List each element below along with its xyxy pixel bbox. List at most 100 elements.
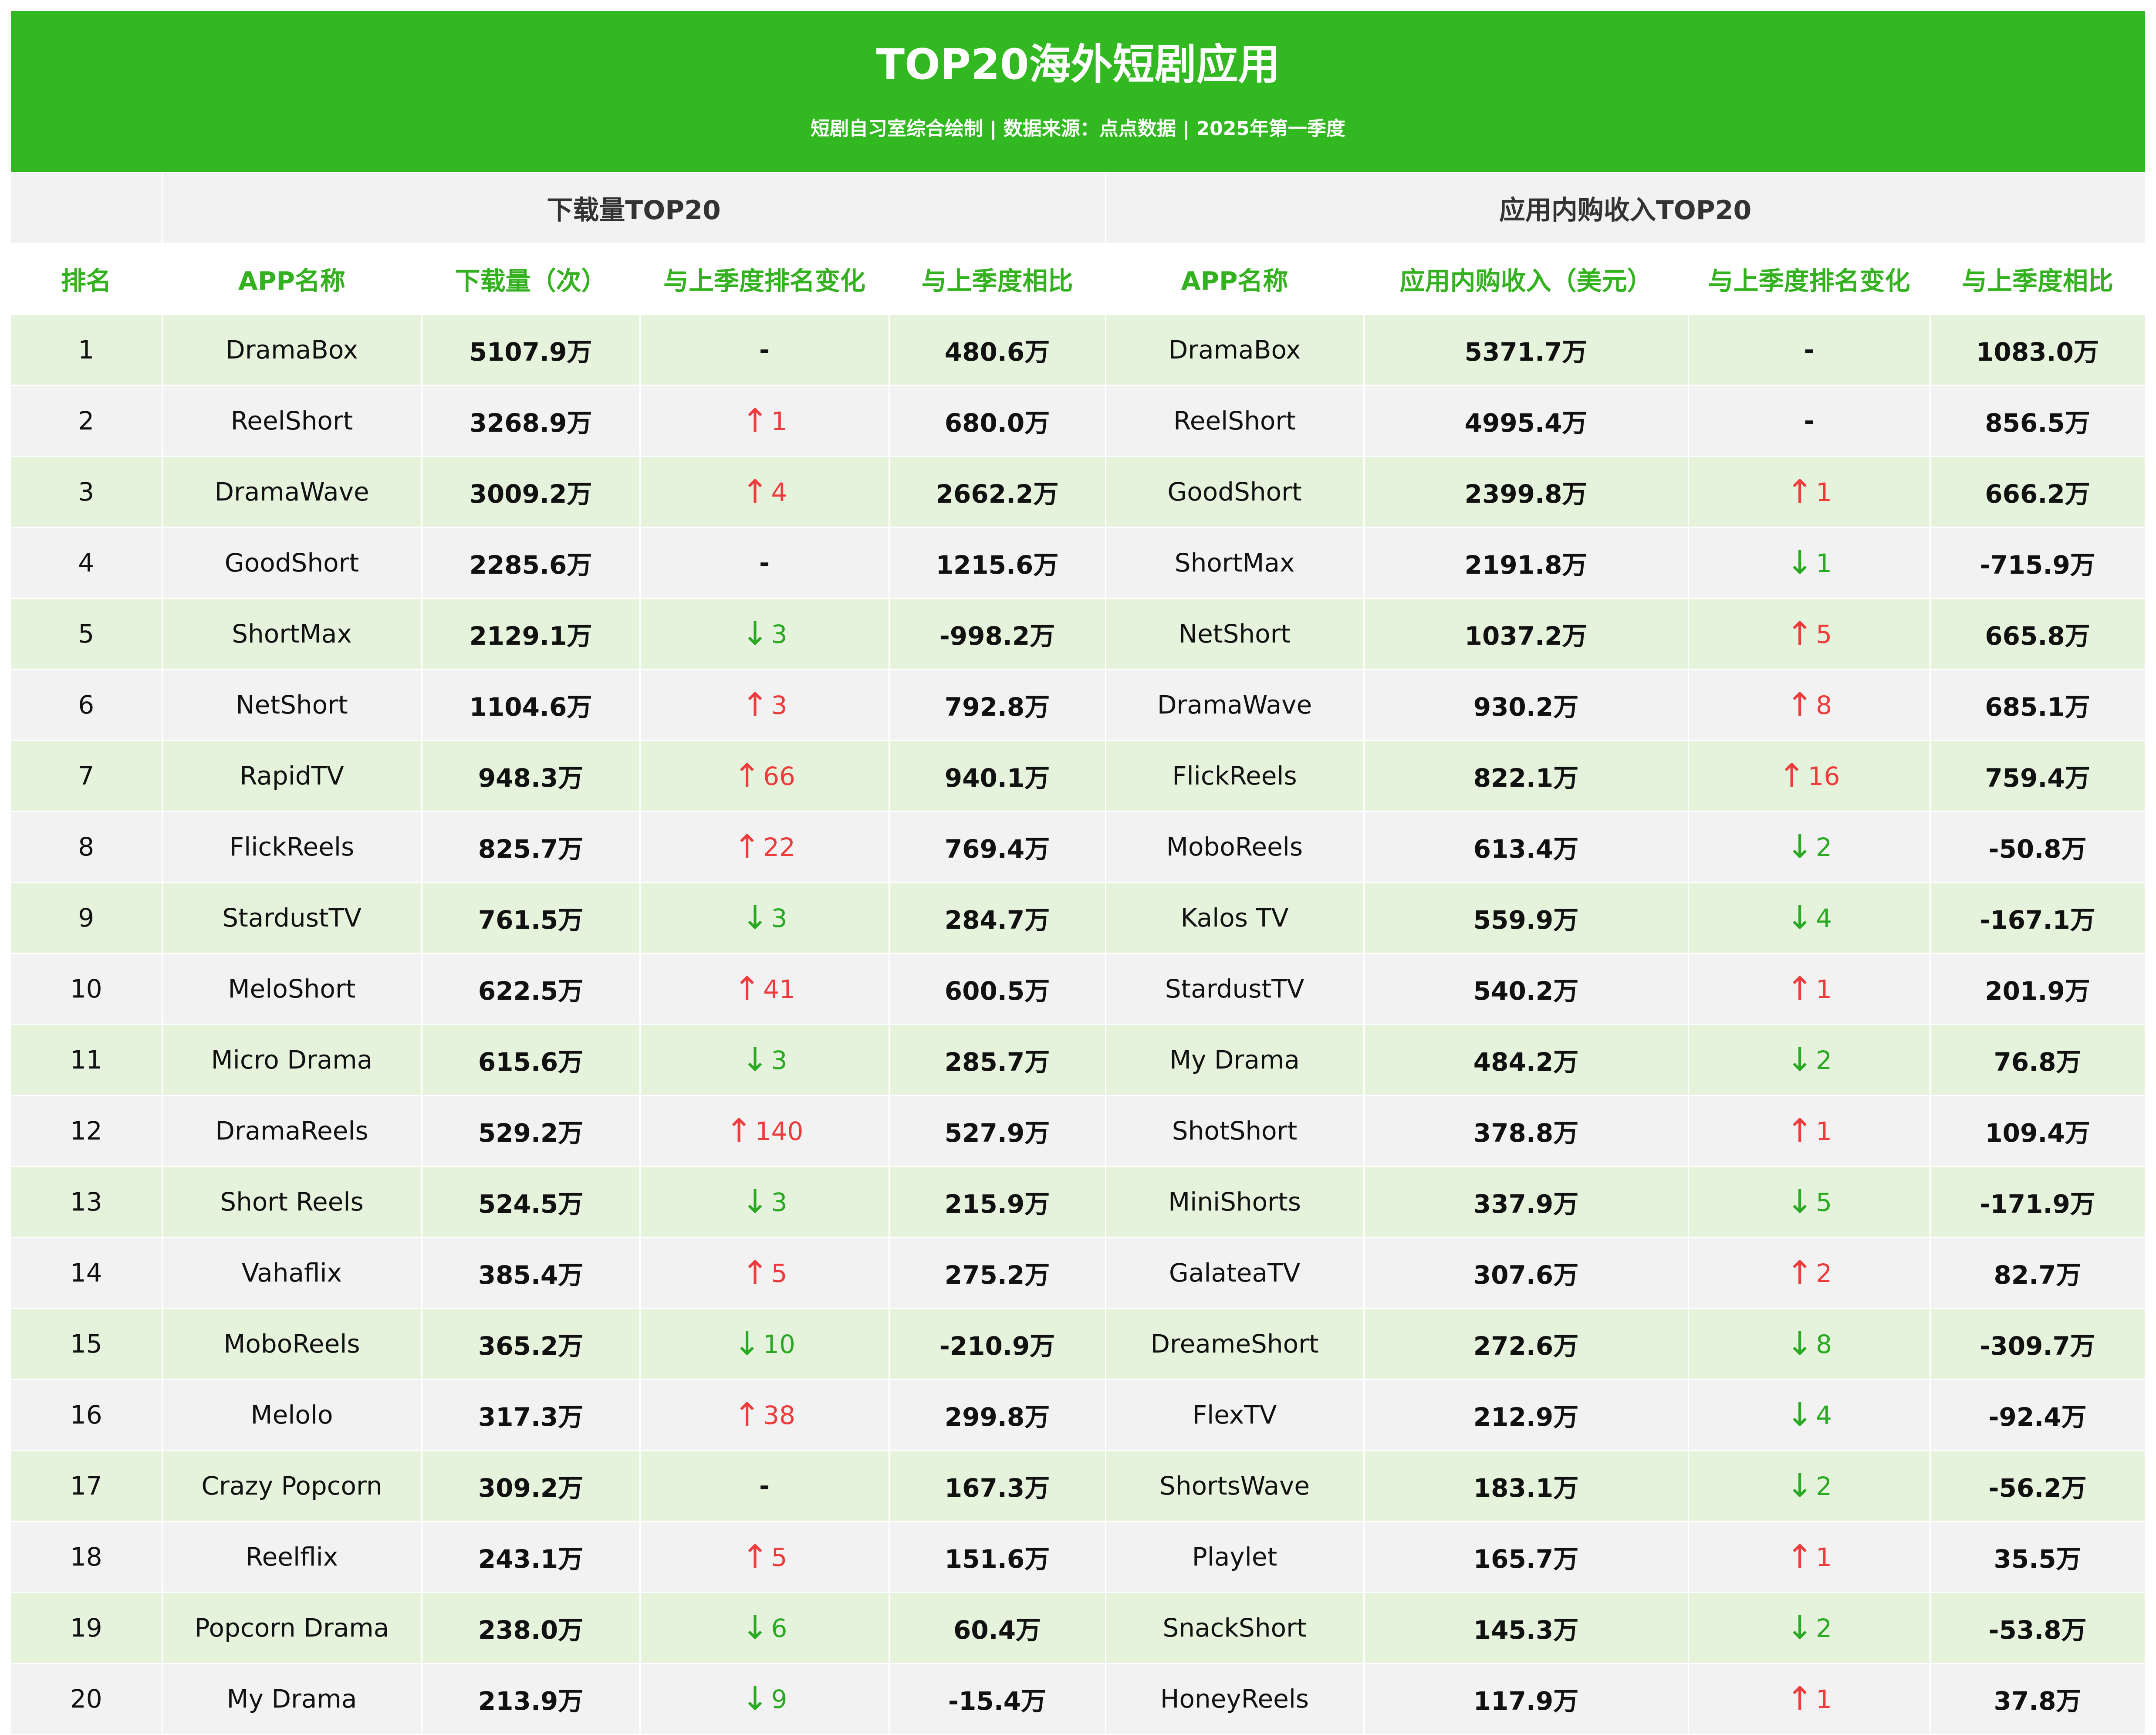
- rank-change-value: 6: [771, 1613, 787, 1643]
- rank-cell: 20: [11, 1663, 163, 1735]
- download-rank-change: ↓ 3: [640, 1024, 890, 1096]
- download-diff: -998.2万: [889, 598, 1106, 670]
- download-value: 761.5万: [422, 882, 641, 954]
- revenue-diff: 665.8万: [1930, 598, 2146, 670]
- rank-cell: 12: [11, 1095, 163, 1167]
- revenue-diff: 201.9万: [1930, 953, 2146, 1025]
- revenue-rank-change: ↑ 8: [1688, 669, 1931, 741]
- download-diff: 1215.6万: [889, 527, 1106, 599]
- table-row: 4 GoodShort 2285.6万 - 1215.6万 ShortMax 2191.8万…: [11, 527, 2146, 599]
- rank-change-value: 10: [763, 1329, 795, 1359]
- download-app-name: Melolo: [162, 1379, 422, 1451]
- revenue-value: 337.9万: [1364, 1166, 1689, 1238]
- arrow-up-icon: ↑: [1786, 1112, 1814, 1150]
- arrow-up-icon: ↑: [1786, 1680, 1814, 1718]
- revenue-value: 378.8万: [1364, 1095, 1689, 1167]
- arrow-down-icon: ↓: [1786, 828, 1814, 866]
- arrow-down-icon: ↓: [741, 1183, 769, 1221]
- revenue-app-name: GalateaTV: [1105, 1237, 1365, 1309]
- rank-cell: 2: [11, 385, 163, 457]
- section-header-row: 下载量TOP20 应用内购收入TOP20: [11, 173, 2146, 244]
- arrow-down-icon: ↓: [1786, 1325, 1814, 1363]
- download-diff: 480.6万: [889, 314, 1106, 386]
- arrow-up-icon: ↑: [725, 1112, 753, 1150]
- revenue-app-name: FlexTV: [1105, 1379, 1365, 1451]
- revenue-value: 307.6万: [1364, 1237, 1689, 1309]
- revenue-app-name: DreameShort: [1105, 1308, 1365, 1380]
- table-row: 18 Reelflix 243.1万 ↑ 5 151.6万 Playlet 165.7万 ↑ 1 3…: [11, 1521, 2146, 1593]
- download-rank-change: ↑ 4: [640, 456, 890, 528]
- download-app-name: FlickReels: [162, 811, 422, 883]
- download-app-name: DramaWave: [162, 456, 422, 528]
- revenue-value: 145.3万: [1364, 1592, 1689, 1664]
- download-value: 2285.6万: [422, 527, 641, 599]
- revenue-app-name: ReelShort: [1105, 385, 1365, 457]
- download-app-name: Micro Drama: [162, 1024, 422, 1096]
- arrow-up-icon: ↑: [733, 828, 761, 866]
- table-row: 12 DramaReels 529.2万 ↑ 140 527.9万 ShotShort 378…: [11, 1095, 2146, 1167]
- revenue-app-name: ShortMax: [1105, 527, 1365, 599]
- arrow-down-icon: ↓: [1786, 1041, 1814, 1079]
- revenue-rank-change: ↓ 4: [1688, 1379, 1931, 1451]
- arrow-up-icon: ↑: [741, 402, 769, 440]
- download-value: 524.5万: [422, 1166, 641, 1238]
- rank-cell: 6: [11, 669, 163, 741]
- rank-change-value: 4: [1816, 1400, 1832, 1430]
- arrow-down-icon: ↓: [741, 899, 769, 937]
- rank-cell: 11: [11, 1024, 163, 1096]
- rank-change-value: 2: [1816, 1045, 1832, 1075]
- download-app-name: ShortMax: [162, 598, 422, 670]
- table-row: 1 DramaBox 5107.9万 -480.6万 DramaBox 5371.7万 -1…: [11, 314, 2146, 386]
- download-rank-change: ↑ 5: [640, 1521, 890, 1593]
- rank-cell: 3: [11, 456, 163, 528]
- table-row: 20 My Drama 213.9万 ↓ 9 -15.4万 HoneyReels 117.9万…: [11, 1663, 2146, 1735]
- revenue-app-name: MiniShorts: [1105, 1166, 1365, 1238]
- download-value: 3009.2万: [422, 456, 641, 528]
- revenue-rank-change: ↑ 1: [1688, 1663, 1931, 1735]
- revenue-diff: -167.1万: [1930, 882, 2146, 954]
- arrow-down-icon: ↓: [1786, 1467, 1814, 1505]
- arrow-up-icon: ↑: [1786, 970, 1814, 1008]
- revenue-diff: -171.9万: [1930, 1166, 2146, 1238]
- rank-cell: 13: [11, 1166, 163, 1238]
- dash-icon: -: [759, 548, 770, 578]
- revenue-value: 5371.7万: [1364, 314, 1689, 386]
- revenue-rank-change: -: [1688, 385, 1931, 457]
- col-dl-value: 下载量（次）: [422, 243, 641, 315]
- col-rv-value: 应用内购收入（美元）: [1364, 243, 1689, 315]
- rank-change-value: 66: [763, 761, 795, 791]
- revenue-diff: 76.8万: [1930, 1024, 2146, 1096]
- download-value: 243.1万: [422, 1521, 641, 1593]
- rank-change-value: 4: [1816, 903, 1832, 933]
- download-diff: 215.9万: [889, 1166, 1106, 1238]
- revenue-value: 117.9万: [1364, 1663, 1689, 1735]
- col-rank: 排名: [11, 243, 163, 315]
- download-rank-change: ↑ 3: [640, 669, 890, 741]
- revenue-app-name: Playlet: [1105, 1521, 1365, 1593]
- download-value: 385.4万: [422, 1237, 641, 1309]
- revenue-rank-change: ↓ 5: [1688, 1166, 1931, 1238]
- table-row: 11 Micro Drama 615.6万 ↓ 3 285.7万 My Drama 484.2…: [11, 1024, 2146, 1096]
- rank-change-value: 1: [1816, 477, 1832, 507]
- arrow-down-icon: ↓: [1786, 899, 1814, 937]
- arrow-down-icon: ↓: [1786, 1183, 1814, 1221]
- download-app-name: Vahaflix: [162, 1237, 422, 1309]
- revenue-value: 559.9万: [1364, 882, 1689, 954]
- download-rank-change: ↑ 1: [640, 385, 890, 457]
- rank-change-value: 3: [771, 690, 787, 720]
- download-value: 948.3万: [422, 740, 641, 812]
- col-dl-diff: 与上季度相比: [889, 243, 1106, 315]
- revenue-app-name: MoboReels: [1105, 811, 1365, 883]
- table-row: 5 ShortMax 2129.1万 ↓ 3 -998.2万 NetShort 1037.2万…: [11, 598, 2146, 670]
- download-rank-change: ↑ 66: [640, 740, 890, 812]
- download-value: 1104.6万: [422, 669, 641, 741]
- download-rank-change: ↓ 9: [640, 1663, 890, 1735]
- revenue-value: 540.2万: [1364, 953, 1689, 1025]
- revenue-app-name: StardustTV: [1105, 953, 1365, 1025]
- download-diff: 680.0万: [889, 385, 1106, 457]
- revenue-value: 212.9万: [1364, 1379, 1689, 1451]
- revenue-diff: 109.4万: [1930, 1095, 2146, 1167]
- arrow-up-icon: ↑: [733, 757, 761, 795]
- revenue-value: 484.2万: [1364, 1024, 1689, 1096]
- download-value: 825.7万: [422, 811, 641, 883]
